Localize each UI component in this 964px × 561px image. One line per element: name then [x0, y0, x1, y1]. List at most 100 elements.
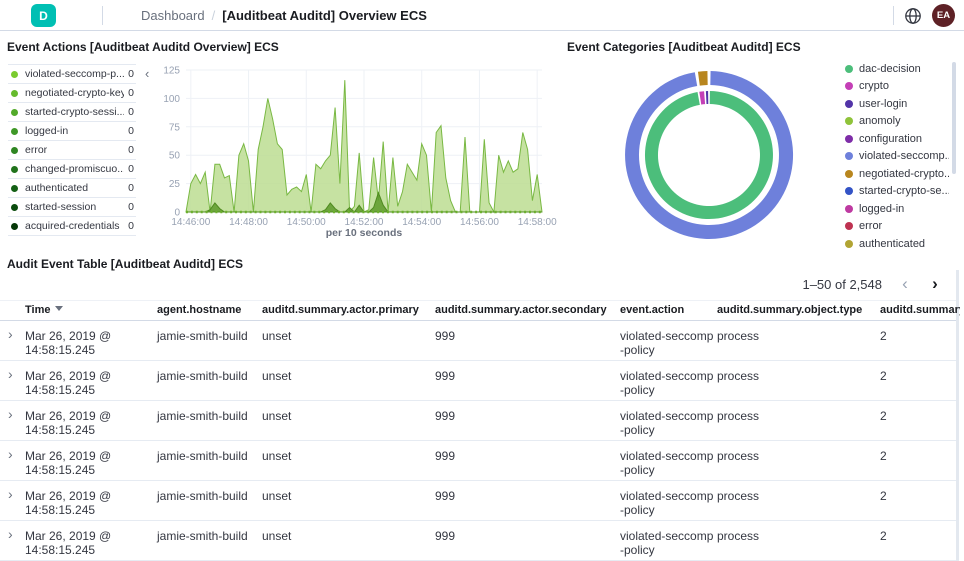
- svg-text:14:46:00: 14:46:00: [171, 217, 210, 228]
- category-legend-item-anomoly[interactable]: anomoly: [845, 113, 949, 131]
- cell-object_type: process: [717, 329, 760, 343]
- legend-item-started-session[interactable]: started-session 0: [8, 198, 136, 217]
- legend-item-label: error: [859, 220, 883, 233]
- cell-event_action: violated-seccomp-policy: [620, 489, 714, 517]
- table-body: › Mar 26, 2019 @ 14:58:15.245 jamie-smith-…: [0, 321, 956, 561]
- svg-text:14:54:00: 14:54:00: [402, 217, 441, 228]
- column-header-event_action[interactable]: event.action: [620, 304, 685, 316]
- cell-actor_secondary: 999: [435, 369, 456, 383]
- cell-actor_secondary: 999: [435, 529, 456, 543]
- legend-item-logged-in[interactable]: logged-in 0: [8, 122, 136, 141]
- svg-text:14:52:00: 14:52:00: [345, 217, 384, 228]
- legend-color-dot: [11, 184, 18, 192]
- donut-slice-negotiated-crypto-key[interactable]: [697, 71, 708, 86]
- sort-descending-icon: [55, 306, 64, 311]
- cell-actor_primary: unset: [262, 489, 292, 503]
- app-logo-badge[interactable]: D: [31, 4, 56, 27]
- row-expand-icon[interactable]: ›: [8, 446, 13, 462]
- legend-item-changed-promiscuo[interactable]: changed-promiscuo... 0: [8, 160, 136, 179]
- category-legend-item-configuration[interactable]: configuration: [845, 130, 949, 148]
- legend-item-error[interactable]: error 0: [8, 141, 136, 160]
- column-header-object_type[interactable]: auditd.summary.object.type: [717, 304, 863, 316]
- legend-color-dot: [845, 187, 853, 196]
- category-legend-item-authenticated[interactable]: authenticated: [845, 235, 949, 253]
- donut-slice-dac-decision[interactable]: [644, 91, 773, 220]
- cell-actor_primary: unset: [262, 449, 292, 463]
- column-header-actor_secondary[interactable]: auditd.summary.actor.secondary: [435, 304, 607, 316]
- legend-item-violated-seccomp-p[interactable]: violated-seccomp-p... 0: [8, 65, 136, 84]
- legend-item-label: logged-in: [25, 125, 69, 137]
- cell-actor_primary: unset: [262, 529, 292, 543]
- legend-item-started-crypto-sessi[interactable]: started-crypto-sessi... 0: [8, 103, 136, 122]
- row-expand-icon[interactable]: ›: [8, 366, 13, 382]
- column-header-actor_primary[interactable]: auditd.summary.actor.primary: [262, 304, 419, 316]
- event-actions-legend: violated-seccomp-p... 0 negotiated-crypto-…: [8, 64, 136, 236]
- legend-color-dot: [845, 117, 853, 126]
- cell-object_type: process: [717, 449, 760, 463]
- legend-collapse-icon[interactable]: ‹: [145, 66, 150, 81]
- legend-color-dot: [11, 146, 18, 154]
- category-legend-item-logged-in[interactable]: logged-in: [845, 200, 949, 218]
- legend-scrollbar[interactable]: [952, 62, 956, 174]
- event-categories-donut-chart[interactable]: [598, 55, 820, 255]
- legend-color-dot: [845, 82, 853, 91]
- breadcrumb-separator: /: [211, 8, 216, 23]
- donut-slice-crypto[interactable]: [699, 91, 706, 105]
- donut-slice-user-login[interactable]: [705, 91, 709, 105]
- row-expand-icon[interactable]: ›: [8, 486, 13, 502]
- pagination-prev-button[interactable]: ‹: [902, 274, 908, 293]
- cell-actor_secondary: 999: [435, 329, 456, 343]
- svg-text:14:58:00: 14:58:00: [518, 217, 557, 228]
- category-legend-item-violated-seccomp[interactable]: violated-seccomp...: [845, 148, 949, 166]
- pagination-next-button[interactable]: ›: [932, 274, 938, 293]
- legend-item-label: negotiated-crypto-key: [25, 87, 125, 99]
- cell-time: Mar 26, 2019 @ 14:58:15.245: [25, 449, 112, 477]
- category-legend-item-crypto[interactable]: crypto: [845, 78, 949, 96]
- category-legend-item-user-login[interactable]: user-login: [845, 95, 949, 113]
- legend-item-value: 0: [128, 144, 134, 156]
- legend-item-label: violated-seccomp-p...: [25, 68, 125, 80]
- legend-item-label: started-crypto-sessi...: [25, 106, 125, 118]
- legend-color-dot: [11, 127, 18, 135]
- row-expand-icon[interactable]: ›: [8, 406, 13, 422]
- legend-item-acquired-credentials[interactable]: acquired-credentials 0: [8, 217, 136, 236]
- breadcrumb-dashboard-link[interactable]: Dashboard: [141, 8, 205, 23]
- audit-event-table: Time agent.hostname auditd.summary.actor.p…: [0, 300, 960, 561]
- table-header-row: Time agent.hostname auditd.summary.actor.p…: [0, 300, 960, 321]
- cell-time: Mar 26, 2019 @ 14:58:15.245: [25, 329, 112, 357]
- category-legend-item-negotiated-crypto[interactable]: negotiated-crypto...: [845, 165, 949, 183]
- event-categories-panel-title: Event Categories [Auditbeat Auditd] ECS: [567, 40, 801, 54]
- cell-actor_secondary: 999: [435, 489, 456, 503]
- category-legend-item-started-crypto-se[interactable]: started-crypto-se...: [845, 183, 949, 201]
- column-header-summary[interactable]: auditd.summary: [880, 304, 960, 316]
- audit-table-panel-title: Audit Event Table [Auditbeat Auditd] ECS: [7, 257, 243, 271]
- column-header-agent_hostname[interactable]: agent.hostname: [157, 304, 242, 316]
- legend-item-negotiated-crypto-key[interactable]: negotiated-crypto-key 0: [8, 84, 136, 103]
- legend-item-authenticated[interactable]: authenticated 0: [8, 179, 136, 198]
- legend-item-label: authenticated: [859, 237, 926, 250]
- cell-actor_secondary: 999: [435, 449, 456, 463]
- legend-color-dot: [11, 108, 18, 116]
- legend-item-value: 0: [128, 68, 134, 80]
- event-categories-legend: dac-decision crypto user-login anomoly confi…: [845, 60, 949, 253]
- svg-text:14:50:00: 14:50:00: [287, 217, 326, 228]
- svg-text:100: 100: [163, 94, 180, 105]
- legend-color-dot: [11, 89, 18, 97]
- legend-color-dot: [11, 222, 18, 230]
- row-expand-icon[interactable]: ›: [8, 526, 13, 542]
- event-actions-area-chart[interactable]: 0 25 50 75 100 125 14:46:00 14:48:00 14:50:00 14:…: [158, 60, 578, 242]
- legend-item-label: changed-promiscuo...: [25, 163, 125, 175]
- category-legend-item-dac-decision[interactable]: dac-decision: [845, 60, 949, 78]
- legend-item-label: authenticated: [25, 182, 89, 194]
- row-expand-icon[interactable]: ›: [8, 326, 13, 342]
- globe-icon[interactable]: [903, 6, 923, 26]
- svg-text:14:56:00: 14:56:00: [460, 217, 499, 228]
- header-divider: [102, 6, 103, 25]
- category-legend-item-error[interactable]: error: [845, 218, 949, 236]
- legend-item-label: user-login: [859, 97, 908, 110]
- user-avatar[interactable]: EA: [932, 4, 955, 27]
- legend-item-value: 0: [128, 220, 134, 232]
- column-header-time[interactable]: Time: [25, 304, 150, 316]
- legend-item-label: violated-seccomp...: [859, 150, 949, 163]
- page-scrollbar[interactable]: [956, 270, 959, 561]
